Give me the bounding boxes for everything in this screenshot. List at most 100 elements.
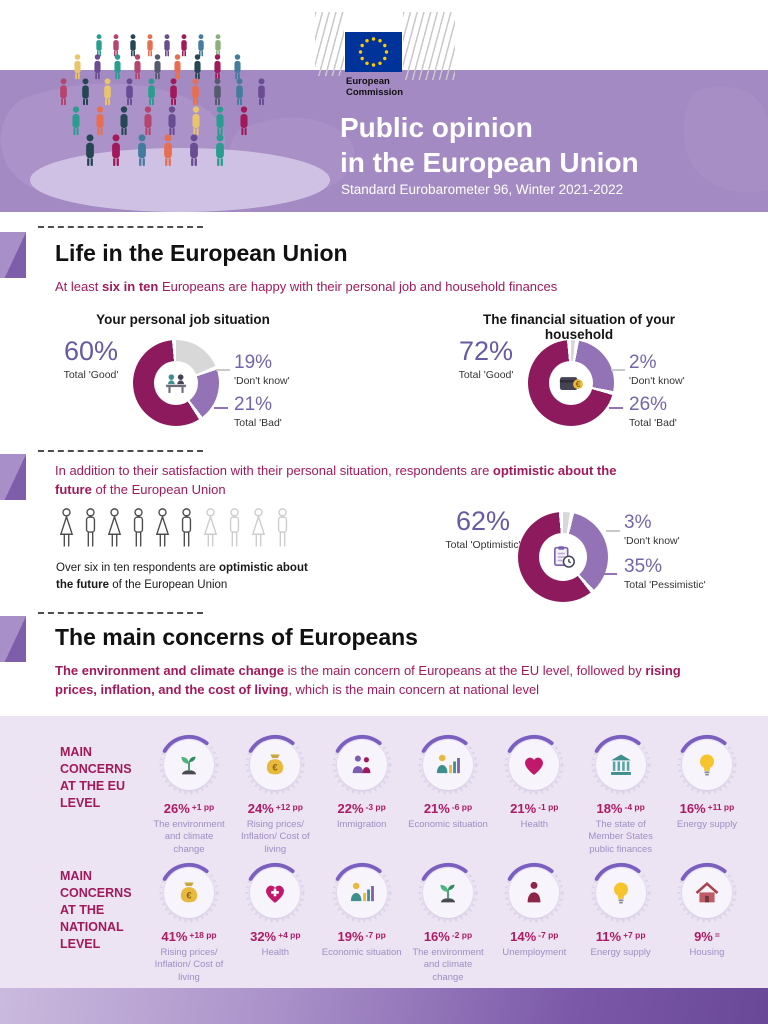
- logo-wavy-lines-right: [403, 12, 455, 80]
- concern-gauge: [590, 862, 652, 924]
- job-good-stat: 60% Total 'Good': [55, 336, 127, 381]
- concern-item: 21% -1 pp Health: [493, 734, 575, 856]
- workers-desk-icon: [162, 369, 190, 397]
- people-icon: [348, 751, 376, 779]
- crowd-illustration: [30, 34, 330, 212]
- concern-label: Housing: [689, 947, 725, 958]
- concerns-para-text2: , which is the main concern at national …: [288, 681, 540, 697]
- life-intro-pre: At least: [55, 279, 102, 294]
- person-figure-icon: [56, 506, 77, 552]
- national-concerns-row: 41% +18 pp Rising prices/ Inflation/ Cost…: [148, 862, 748, 984]
- gauge-arc: [417, 734, 479, 796]
- concern-value: 41%: [161, 929, 188, 944]
- logo-wavy-lines-left: [315, 12, 344, 76]
- job-bad-stat: 21% Total 'Bad': [234, 394, 282, 429]
- job-dk-stat: 19% 'Don't know': [234, 352, 290, 387]
- gauge-arc: [331, 862, 392, 924]
- job-good-value: 60%: [63, 336, 119, 366]
- sprout-icon: [175, 751, 203, 779]
- concern-delta: +4 pp: [278, 930, 301, 940]
- household-bad-label: Total 'Bad': [629, 417, 677, 429]
- person-figure-icon: [152, 506, 173, 552]
- concern-label: Rising prices/ Inflation/ Cost of living: [241, 819, 310, 855]
- logo-line1: European: [346, 76, 390, 87]
- eu-concerns-row: 26% +1 pp The environment and climate cha…: [148, 734, 748, 856]
- page-title-line1: Public opinion: [340, 112, 533, 143]
- household-chart-title: The financial situation of your househol…: [482, 312, 675, 342]
- concern-item: 16% +11 pp Energy supply: [666, 734, 748, 856]
- footer-band: [0, 988, 768, 1024]
- concern-gauge: [331, 734, 393, 796]
- concern-gauge: [158, 734, 220, 796]
- person-figure-icon: [272, 506, 293, 552]
- household-dk-value: 2%: [629, 352, 657, 373]
- future-pessimistic-label: Total 'Pessimistic': [624, 579, 706, 591]
- concern-value: 16%: [679, 801, 706, 816]
- caption-pre: Over six in ten respondents are: [56, 562, 219, 574]
- concern-value: 9%: [694, 929, 713, 944]
- future-optimistic-label: Total 'Optimistic': [445, 539, 521, 551]
- household-good-stat: 72% Total 'Good': [450, 336, 522, 381]
- gauge-arc: [245, 862, 306, 924]
- page-title-line2: in the European Union: [340, 147, 639, 178]
- future-para-bold: optimistic about the future: [55, 463, 617, 497]
- concern-value: 22%: [337, 801, 364, 816]
- person-figure-icon: [200, 506, 221, 552]
- callout-line: [609, 407, 623, 409]
- bank-icon: [607, 751, 635, 779]
- concern-label: Rising prices/ Inflation/ Cost of living: [154, 947, 224, 983]
- concern-label: Economic situation: [408, 819, 488, 830]
- section-title-life: Life in the European Union: [55, 240, 348, 266]
- person-figure-icon: [104, 506, 125, 552]
- concern-delta: -2 pp: [451, 930, 473, 940]
- gauge-arc: [504, 862, 565, 924]
- concern-item: 11% +7 pp Energy supply: [580, 862, 662, 984]
- gauge-arc: [245, 734, 306, 796]
- future-para-pre: In addition to their satisfaction with t…: [55, 463, 493, 478]
- concern-gauge: [244, 734, 306, 796]
- dashed-divider: [38, 450, 203, 452]
- job-donut-chart: [133, 340, 219, 426]
- household-dk-label: 'Don't know': [629, 375, 685, 387]
- concern-value: 19%: [337, 929, 364, 944]
- concern-label: The state of Member States public financ…: [588, 819, 653, 855]
- concern-value: 21%: [423, 801, 450, 816]
- concern-item: 41% +18 pp Rising prices/ Inflation/ Cost…: [148, 862, 230, 984]
- gauge-arc: [158, 862, 220, 924]
- concern-item: 9% = Housing: [666, 862, 748, 984]
- page-title: Public opinion in the European Union: [340, 110, 639, 180]
- future-dk-label: 'Don't know': [624, 535, 680, 547]
- job-dk-label: 'Don't know': [234, 375, 290, 387]
- concern-item: 19% -7 pp Economic situation: [321, 862, 403, 984]
- concerns-paragraph: The environment and climate change is th…: [55, 662, 685, 700]
- concern-value: 18%: [596, 801, 623, 816]
- concern-label: The environment and climate change: [412, 947, 484, 983]
- concern-label: Health: [261, 947, 290, 958]
- pictogram-caption: Over six in ten respondents are optimist…: [56, 560, 314, 593]
- logo-wordmark: European Commission: [346, 76, 403, 99]
- concern-label: Immigration: [336, 819, 387, 830]
- job-dk-value: 19%: [234, 352, 273, 373]
- page-subtitle: Standard Eurobarometer 96, Winter 2021-2…: [341, 182, 624, 197]
- person-icon: [520, 879, 548, 907]
- sprout-icon: [434, 879, 462, 907]
- gauge-arc: [676, 734, 737, 796]
- logo-line2: Commission: [346, 87, 404, 99]
- life-intro-post: Europeans are happy with their personal …: [158, 279, 558, 294]
- concern-delta: -4 pp: [624, 802, 645, 812]
- gauge-arc: [504, 734, 565, 796]
- person-figure-icon: [128, 506, 149, 552]
- concern-delta: +12 pp: [275, 802, 303, 812]
- eu-flag-icon: [345, 32, 402, 72]
- future-dk-value: 3%: [624, 512, 652, 533]
- eu-row-label: MAIN CONCERNS AT THE EU LEVEL: [60, 745, 132, 810]
- future-paragraph: In addition to their satisfaction with t…: [55, 462, 645, 500]
- concern-value: 11%: [595, 929, 622, 944]
- concern-item: 14% -7 pp Unemployment: [493, 862, 575, 984]
- concern-delta: +11 pp: [707, 802, 735, 812]
- concern-delta: -1 pp: [538, 802, 559, 812]
- concern-label: Health: [520, 819, 549, 830]
- callout-line: [214, 407, 228, 409]
- future-para-post: of the European Union: [91, 481, 226, 497]
- household-good-value: 72%: [458, 336, 514, 366]
